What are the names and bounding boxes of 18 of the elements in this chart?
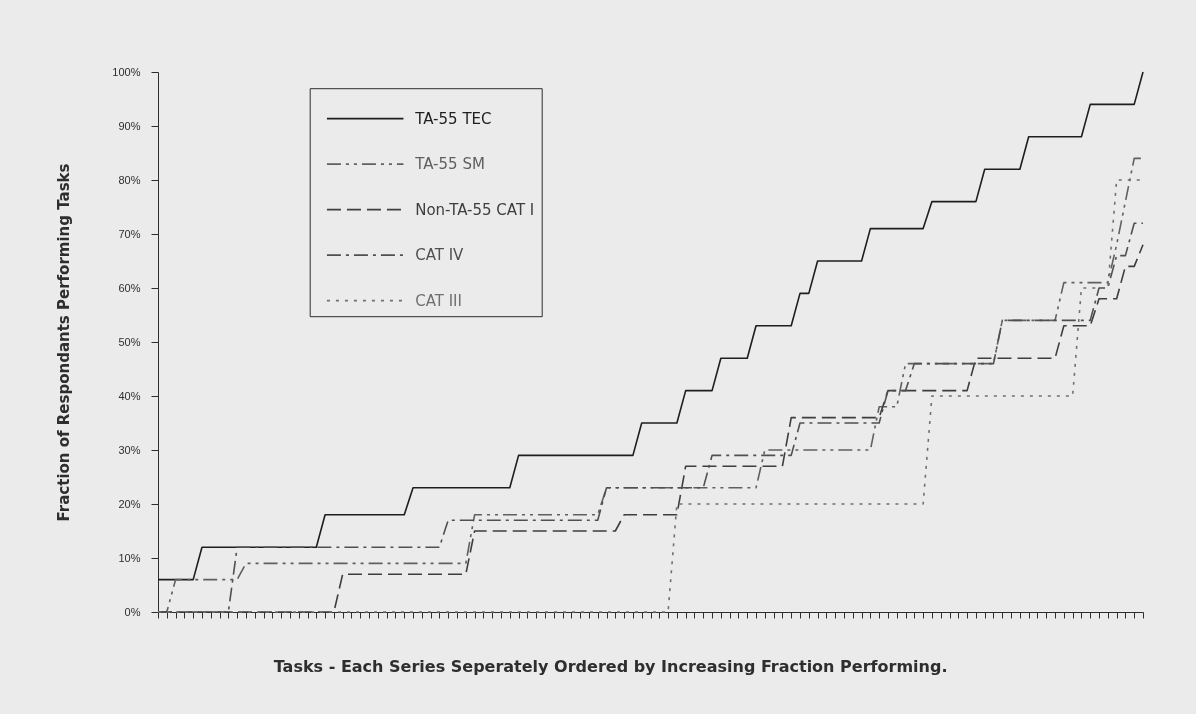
y-tick-label: 10%: [118, 551, 141, 564]
y-axis-title: Fraction of Respondants Performing Tasks: [55, 163, 74, 522]
text: CAT III: [415, 291, 462, 310]
y-tick-label: 80%: [118, 173, 141, 186]
y-tick-label: 60%: [118, 281, 141, 294]
text: Non-TA-55 CAT I: [415, 200, 535, 219]
text: TA-55 TEC: [414, 109, 492, 128]
x-axis-title: Tasks - Each Series Seperately Ordered by Increasing Fraction Performing.: [273, 657, 948, 676]
y-tick-label: 100%: [112, 65, 141, 78]
text: TA-55 SM: [414, 155, 485, 174]
y-tick-label: 0%: [124, 605, 141, 618]
y-tick-label: 20%: [118, 497, 141, 510]
y-tick-label: 30%: [118, 443, 141, 456]
y-tick-label: 50%: [118, 335, 141, 348]
y-tick-label: 90%: [118, 119, 141, 132]
y-tick-label: 40%: [118, 389, 141, 402]
y-tick-label: 70%: [118, 227, 141, 240]
text: CAT IV: [415, 246, 465, 265]
